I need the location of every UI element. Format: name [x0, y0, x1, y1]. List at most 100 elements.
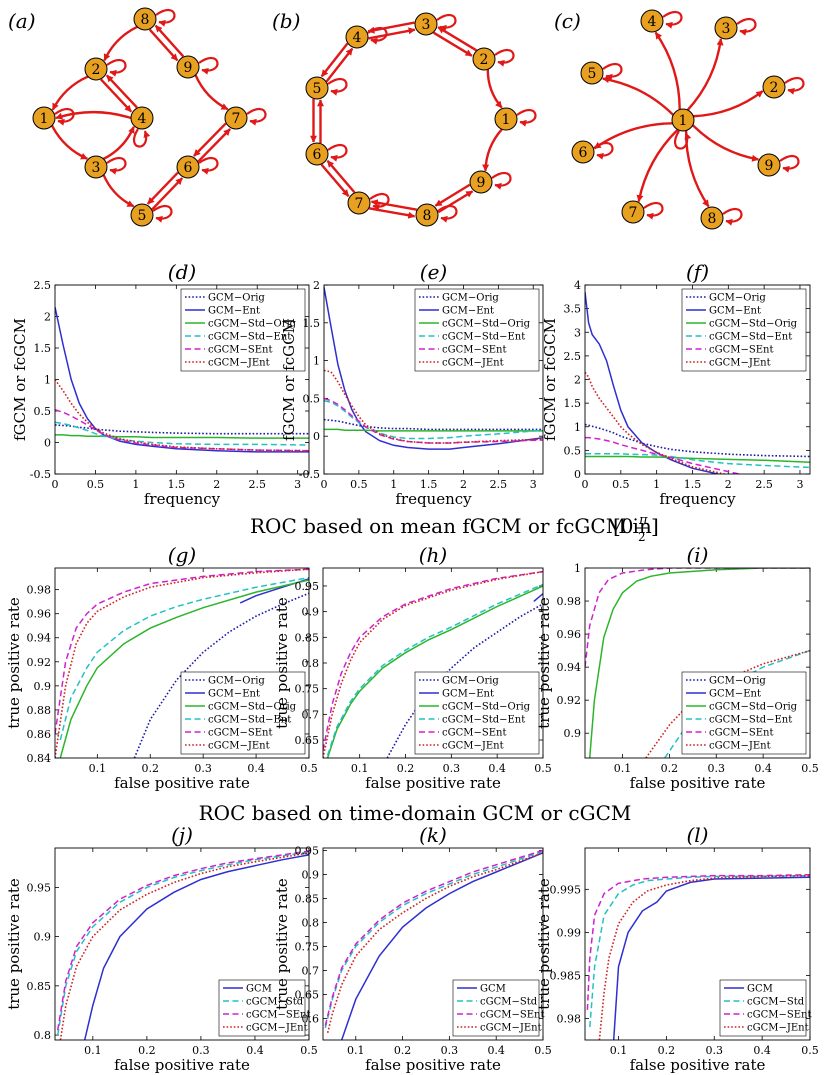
node-label-2: 2: [480, 52, 489, 68]
legend-entry: GCM−Ent: [442, 689, 494, 700]
node-4: [640, 9, 664, 33]
chart-title: (f): [686, 260, 709, 284]
y-tick-label: 0.94: [27, 632, 52, 645]
y-tick-label: 0.96: [557, 628, 582, 641]
x-tick-label: 2.5: [248, 478, 266, 491]
self-loop-7: [643, 201, 664, 220]
plot-frame: [323, 284, 544, 475]
plot-frame: [584, 567, 811, 759]
legend-entry: cGCM−JEnt: [747, 1023, 809, 1034]
plot-frame: [584, 284, 811, 475]
edge-7-8: [369, 207, 416, 219]
self-loop-2: [784, 76, 805, 95]
y-tick-label: 0.6: [302, 1012, 320, 1025]
node-1: [671, 108, 695, 132]
roc-freq-interval: [0: [613, 514, 634, 538]
x-tick-label: 2: [460, 478, 467, 491]
self-loop-1: [54, 107, 75, 126]
x-tick-label: 0.5: [534, 1044, 552, 1057]
y-tick-label: 0.95: [27, 881, 52, 894]
y-tick-label: 0.65: [295, 734, 320, 747]
series-line-GCM−Ent: [324, 287, 543, 450]
x-tick-label: 0.3: [706, 1044, 724, 1057]
edge-1-4: [654, 31, 681, 110]
legend-entry: GCM−Orig: [208, 293, 265, 304]
x-tick-label: 0.3: [441, 1044, 459, 1057]
x-tick-label: 0.5: [801, 1044, 819, 1057]
edge-1-8: [684, 130, 710, 208]
y-tick-label: 2.5: [34, 279, 52, 292]
edge-1-2: [693, 90, 764, 118]
x-tick-label: 0: [582, 478, 589, 491]
y-axis-label: fGCM or fcGCM: [280, 318, 298, 441]
node-9: [176, 55, 200, 79]
y-tick-label: 1: [44, 374, 51, 387]
x-tick-label: 0.4: [246, 1044, 264, 1057]
x-tick-label: 1.5: [420, 478, 438, 491]
legend-entry: GCM−Orig: [208, 676, 265, 687]
node-7: [621, 200, 645, 224]
node-1: [494, 107, 518, 131]
x-axis-label: false positive rate: [630, 1056, 766, 1074]
y-tick-label: 0.99: [557, 926, 582, 939]
self-loop-8: [722, 207, 743, 226]
x-tick-label: 0.2: [142, 762, 160, 775]
section-title-roc-frequency: ROC based on mean fGCM or fcGCM in [0 π …: [250, 513, 659, 544]
node-label-9: 9: [765, 158, 774, 174]
x-tick-label: 1: [653, 478, 660, 491]
roc-freq-title: ROC based on mean fGCM or fcGCM in: [250, 514, 652, 538]
self-loop-5: [602, 62, 623, 81]
chart-title: (h): [419, 543, 448, 567]
legend-entry: cGCM−Std−Ent: [709, 715, 792, 726]
legend-entry: cGCM−Std−Ent: [208, 715, 291, 726]
node-label-7: 7: [232, 111, 241, 127]
legend-box: [218, 979, 306, 1037]
plot-frame: [322, 847, 544, 1041]
y-tick-label: 0.92: [557, 694, 582, 707]
y-tick-label: 4: [574, 279, 581, 292]
x-axis-label: frequency: [395, 490, 472, 508]
y-tick-label: 1.5: [34, 342, 52, 355]
plot-frame: [322, 567, 544, 759]
y-tick-label: 0.75: [295, 683, 320, 696]
edge-1-9: [691, 124, 760, 162]
self-loop-3: [736, 17, 757, 36]
chart-k: 0.1 0.2 0.3 0.4 0.5 0.6 0.65 0.7 0.75 0.8 0.85 0.9 0…: [273, 823, 552, 1074]
legend-entry: cGCM−Std: [747, 997, 805, 1008]
series-line-cGCM−JEnt: [645, 649, 810, 758]
y-tick-label: 0.86: [27, 728, 52, 741]
x-tick-label: 0.4: [247, 762, 265, 775]
y-axis-label: true positive rate: [273, 597, 291, 729]
edge-1-7: [636, 128, 679, 203]
series-line-cGCM−JEnt: [55, 568, 309, 758]
node-6: [571, 140, 595, 164]
series-line-cGCM−JEnt: [598, 874, 810, 1040]
y-tick-label: 0.9: [564, 727, 582, 740]
series-line-cGCM−Std: [56, 851, 309, 1036]
y-tick-label: 0.98: [27, 584, 52, 597]
y-tick-label: 0: [44, 437, 51, 450]
y-tick-label: 0.85: [295, 631, 320, 644]
series-group: [55, 568, 309, 758]
legend-entry: cGCM−Std−Orig: [442, 319, 531, 330]
node-label-4: 4: [648, 14, 657, 30]
legend-entry: cGCM−Std−Orig: [709, 702, 798, 713]
y-tick-label: 0.8: [302, 657, 320, 670]
y-tick-label: 0.5: [303, 392, 321, 405]
series-line-cGCM−Std−Ent: [324, 399, 543, 440]
legend-entry: cGCM−SEnt: [747, 1010, 811, 1021]
y-tick-label: 0.75: [295, 940, 320, 953]
edge-1-9: [482, 128, 503, 172]
chart-title: (l): [686, 823, 708, 847]
x-tick-label: 3: [530, 478, 537, 491]
edge-8-7: [370, 199, 417, 211]
x-tick-label: 0.4: [753, 1044, 771, 1057]
series-group: [586, 873, 810, 1040]
node-5: [580, 61, 604, 85]
node-label-5: 5: [588, 66, 597, 82]
y-tick-label: 2: [44, 311, 51, 324]
legend-entry: cGCM−JEnt: [208, 358, 270, 369]
y-tick-label: 0.95: [295, 580, 320, 593]
legend-entry: cGCM−Std−Ent: [709, 332, 792, 343]
y-tick-label: 0.95: [295, 844, 320, 857]
